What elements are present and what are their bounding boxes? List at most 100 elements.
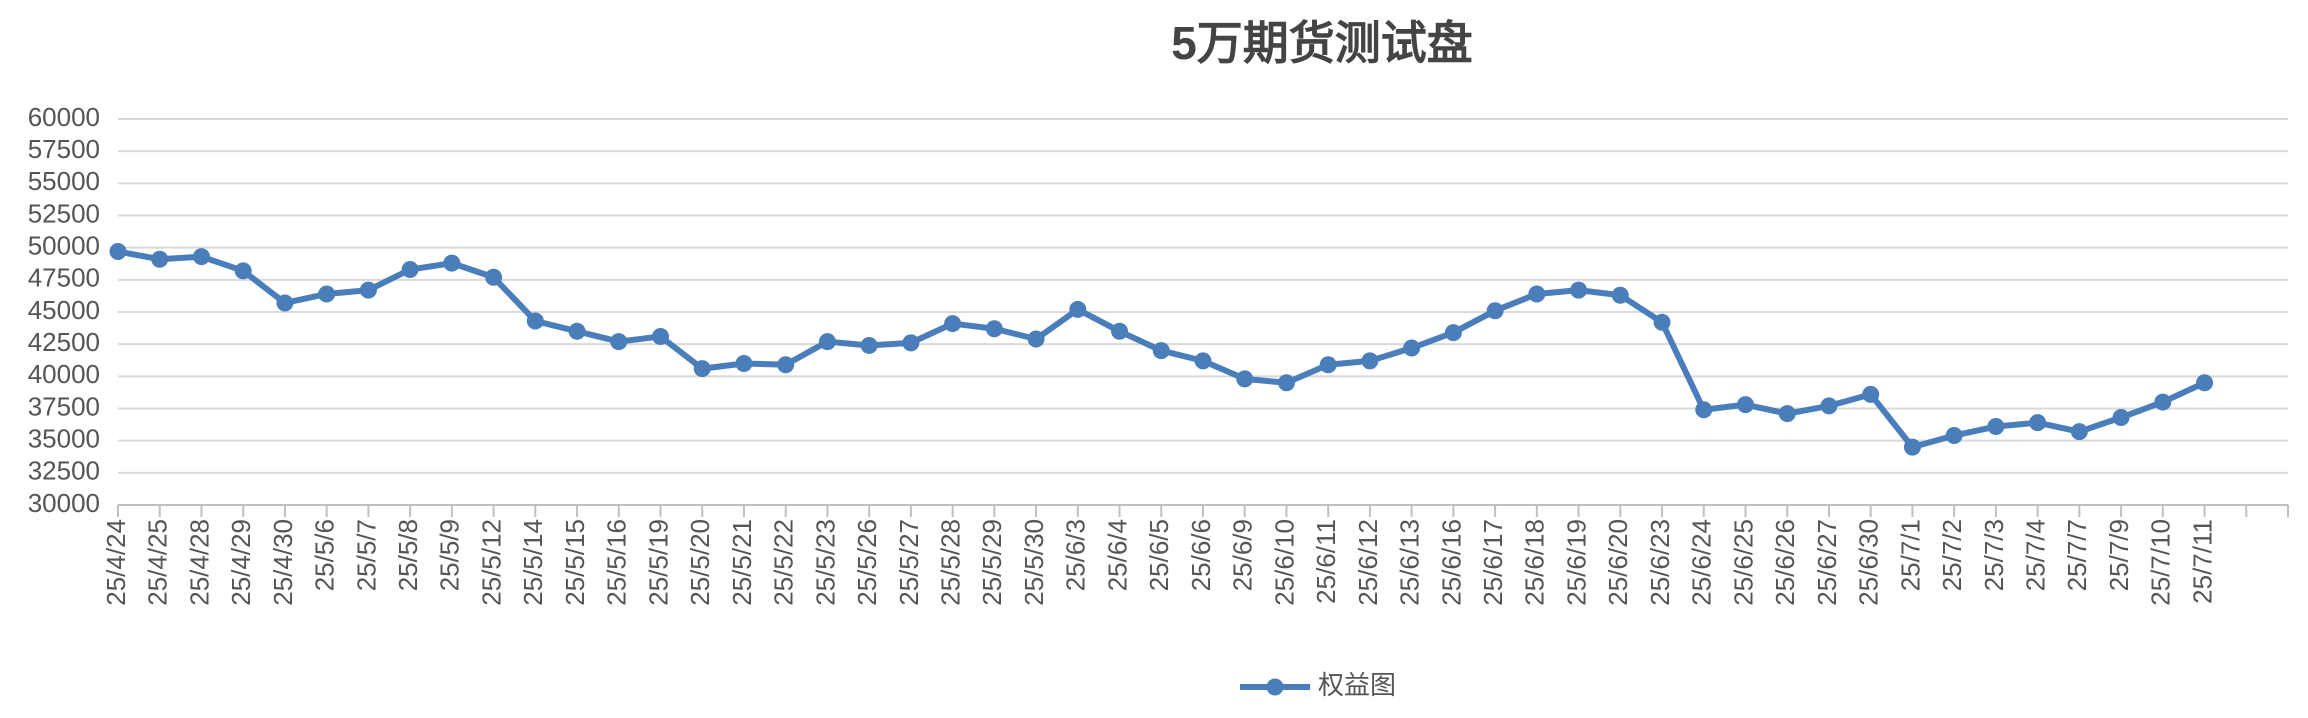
y-tick-label: 60000 bbox=[28, 102, 100, 132]
y-tick-label: 45000 bbox=[28, 295, 100, 325]
x-tick-label: 25/6/24 bbox=[1687, 519, 1717, 606]
x-tick-label: 25/6/6 bbox=[1186, 519, 1216, 591]
x-tick-label: 25/7/3 bbox=[1979, 519, 2009, 591]
point bbox=[652, 327, 669, 345]
point bbox=[1987, 418, 2005, 436]
x-tick-label: 25/4/30 bbox=[268, 519, 298, 606]
y-tick-label: 32500 bbox=[28, 456, 100, 486]
point bbox=[1111, 322, 1129, 340]
point bbox=[276, 294, 294, 312]
x-tick-label: 25/6/16 bbox=[1436, 519, 1466, 606]
y-tick-label: 37500 bbox=[28, 391, 100, 421]
point bbox=[401, 261, 419, 279]
point bbox=[1027, 330, 1045, 348]
point bbox=[443, 254, 461, 272]
point bbox=[359, 281, 377, 299]
x-tick-label: 25/7/9 bbox=[2104, 519, 2134, 591]
x-tick-label: 25/5/20 bbox=[685, 519, 715, 606]
point bbox=[777, 356, 795, 374]
y-tick-label: 30000 bbox=[28, 488, 100, 518]
point bbox=[318, 285, 336, 303]
x-tick-label: 25/5/14 bbox=[518, 519, 548, 606]
point bbox=[2196, 374, 2214, 392]
point bbox=[1611, 286, 1629, 304]
point bbox=[568, 322, 586, 340]
x-tick-label: 25/5/23 bbox=[810, 519, 840, 606]
x-tick-label: 25/6/23 bbox=[1645, 519, 1675, 606]
point bbox=[1319, 356, 1337, 374]
x-tick-label: 25/5/26 bbox=[852, 519, 882, 606]
legend-marker bbox=[1266, 678, 1284, 696]
y-tick-label: 42500 bbox=[28, 327, 100, 357]
point bbox=[526, 312, 544, 330]
y-tick-label: 52500 bbox=[28, 198, 100, 228]
x-tick-label: 25/6/10 bbox=[1269, 519, 1299, 606]
point bbox=[1820, 397, 1838, 415]
point bbox=[1528, 285, 1546, 303]
x-tick-label: 25/5/21 bbox=[727, 519, 757, 606]
point bbox=[1653, 313, 1671, 331]
x-tick-label: 25/5/30 bbox=[1019, 519, 1049, 606]
point bbox=[735, 354, 753, 372]
point bbox=[1069, 300, 1087, 318]
legend-label: 权益图 bbox=[1318, 670, 1396, 700]
point bbox=[1277, 374, 1295, 392]
x-tick-label: 25/5/15 bbox=[560, 519, 590, 606]
x-tick-label: 25/6/18 bbox=[1520, 519, 1550, 606]
point bbox=[860, 336, 878, 354]
point bbox=[1737, 396, 1754, 414]
x-tick-label: 25/6/26 bbox=[1770, 519, 1800, 606]
y-tick-label: 47500 bbox=[28, 263, 100, 293]
point bbox=[109, 243, 127, 261]
point bbox=[234, 262, 252, 280]
x-tick-label: 25/7/2 bbox=[1937, 519, 1967, 591]
x-tick-label: 25/5/19 bbox=[643, 519, 673, 606]
x-tick-label: 25/6/25 bbox=[1728, 519, 1758, 606]
point bbox=[1444, 324, 1462, 342]
chart-title: 5万期货测试盘 bbox=[1171, 17, 1473, 69]
x-tick-label: 25/5/22 bbox=[769, 519, 799, 606]
point bbox=[2112, 409, 2130, 427]
point bbox=[1862, 385, 1880, 403]
point bbox=[1236, 370, 1254, 388]
x-tick-label: 25/6/9 bbox=[1228, 519, 1258, 591]
point bbox=[192, 248, 210, 266]
point bbox=[1945, 427, 1963, 445]
point bbox=[1778, 405, 1796, 423]
point bbox=[1695, 401, 1713, 419]
x-tick-label: 25/5/16 bbox=[602, 519, 632, 606]
x-tick-label: 25/5/7 bbox=[351, 519, 381, 591]
x-tick-label: 25/6/3 bbox=[1061, 519, 1091, 591]
y-tick-label: 57500 bbox=[28, 134, 100, 164]
x-tick-label: 25/5/29 bbox=[977, 519, 1007, 606]
point bbox=[610, 333, 628, 351]
point bbox=[1403, 339, 1421, 357]
x-tick-label: 25/6/27 bbox=[1812, 519, 1842, 606]
x-tick-label: 25/6/20 bbox=[1603, 519, 1633, 606]
x-tick-label: 25/5/6 bbox=[310, 519, 340, 591]
x-tick-label: 25/5/12 bbox=[476, 519, 506, 606]
x-tick-label: 25/4/28 bbox=[184, 519, 214, 606]
point bbox=[902, 334, 920, 352]
x-tick-label: 25/5/9 bbox=[435, 519, 465, 591]
y-tick-label: 50000 bbox=[28, 231, 100, 261]
x-tick-label: 25/7/4 bbox=[2020, 519, 2050, 591]
x-tick-label: 25/6/13 bbox=[1395, 519, 1425, 606]
x-tick-label: 25/6/12 bbox=[1353, 519, 1383, 606]
x-tick-label: 25/4/24 bbox=[101, 519, 131, 606]
x-tick-label: 25/7/11 bbox=[2187, 519, 2217, 604]
x-tick-label: 25/4/25 bbox=[143, 519, 173, 606]
x-tick-label: 25/6/4 bbox=[1102, 519, 1132, 591]
point bbox=[1152, 342, 1170, 360]
x-tick-label: 25/4/29 bbox=[226, 519, 256, 606]
point bbox=[2029, 414, 2047, 432]
y-tick-label: 55000 bbox=[28, 166, 100, 196]
point bbox=[2154, 393, 2172, 411]
point bbox=[1194, 352, 1212, 370]
x-tick-label: 25/6/11 bbox=[1311, 519, 1341, 604]
x-tick-label: 25/5/27 bbox=[894, 519, 924, 606]
point bbox=[985, 320, 1003, 338]
point bbox=[944, 315, 962, 333]
